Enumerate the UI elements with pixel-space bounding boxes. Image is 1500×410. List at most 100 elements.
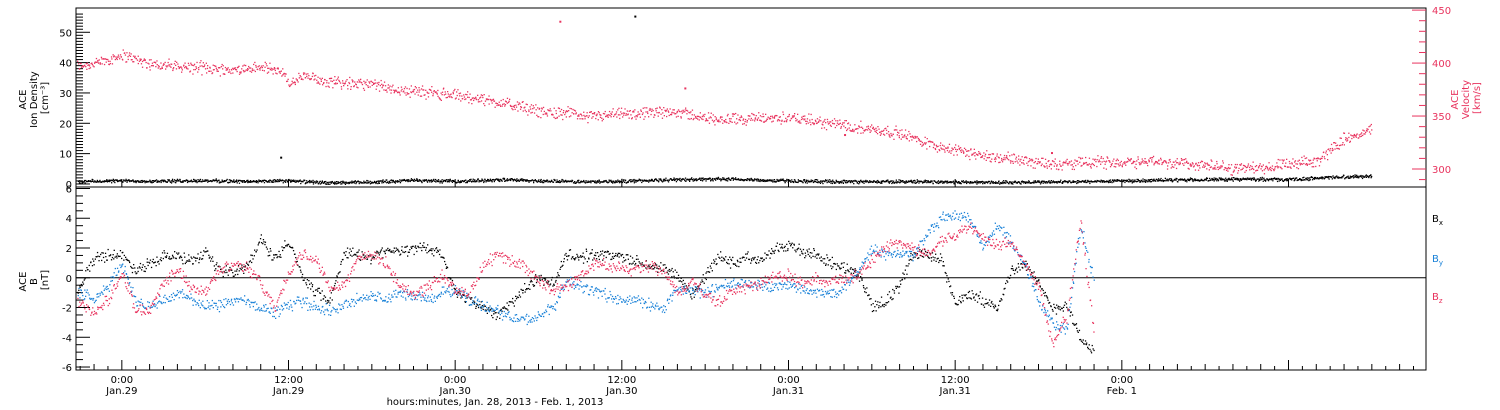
velocity-point	[837, 123, 840, 126]
velocity-point	[286, 80, 288, 83]
velocity-point	[1079, 161, 1081, 163]
velocity-point	[306, 75, 308, 77]
velocity-point	[1181, 159, 1183, 161]
velocity-point	[425, 98, 427, 100]
density-point	[226, 178, 228, 181]
velocity-point	[326, 82, 328, 84]
density-point	[746, 179, 748, 182]
velocity-point	[1204, 165, 1206, 167]
velocity-point	[1011, 154, 1013, 156]
density-point	[241, 181, 243, 183]
velocity-point	[667, 110, 669, 112]
velocity-point	[1332, 149, 1334, 151]
velocity-point	[1220, 167, 1222, 169]
velocity-point	[875, 127, 877, 129]
velocity-point	[958, 147, 960, 149]
density-point	[1137, 178, 1139, 181]
velocity-point	[1188, 168, 1190, 170]
velocity-point	[461, 95, 463, 97]
density-point	[957, 181, 959, 184]
density-point	[1146, 180, 1148, 182]
velocity-point	[137, 62, 139, 65]
velocity-point	[816, 122, 818, 124]
velocity-point	[338, 79, 340, 82]
velocity-point	[873, 128, 875, 130]
velocity-point	[1070, 164, 1072, 166]
density-point	[242, 181, 244, 183]
velocity-point	[513, 106, 515, 108]
velocity-point	[861, 126, 863, 128]
density-point	[528, 180, 530, 182]
velocity-point	[1242, 164, 1245, 167]
bx-point	[217, 265, 219, 268]
velocity-point	[680, 116, 682, 118]
velocity-point	[330, 80, 332, 82]
velocity-point	[302, 78, 304, 81]
velocity-point	[1252, 167, 1254, 170]
density-point	[664, 180, 667, 182]
density-point	[662, 179, 665, 181]
density-point	[310, 180, 312, 182]
density-point	[958, 181, 960, 183]
velocity-point	[506, 97, 509, 99]
density-point	[1012, 183, 1014, 185]
density-point	[1195, 179, 1197, 181]
density-point	[104, 180, 106, 182]
density-point	[1186, 179, 1188, 182]
density-point	[973, 181, 975, 184]
velocity-point	[1298, 159, 1300, 161]
velocity-point	[1026, 157, 1028, 159]
density-point	[1245, 177, 1247, 180]
density-point	[395, 180, 397, 182]
velocity-point	[262, 65, 264, 67]
velocity-point	[872, 127, 874, 130]
velocity-point	[960, 147, 962, 149]
density-point	[613, 180, 615, 183]
velocity-point	[214, 65, 216, 67]
velocity-point	[156, 64, 158, 66]
velocity-point	[477, 101, 480, 103]
density-point	[738, 179, 741, 181]
velocity-point	[356, 81, 358, 83]
density-point	[633, 182, 635, 184]
velocity-point	[232, 67, 234, 69]
bx-point	[222, 275, 224, 278]
velocity-point	[752, 113, 754, 116]
density-point	[301, 180, 303, 182]
density-point	[821, 181, 823, 183]
velocity-point	[702, 114, 704, 116]
velocity-point	[291, 80, 293, 82]
density-point	[960, 183, 962, 185]
velocity-point	[941, 148, 943, 150]
density-point	[595, 180, 597, 182]
velocity-point	[575, 112, 577, 114]
velocity-point	[317, 81, 319, 83]
velocity-point	[1125, 164, 1127, 166]
density-point	[503, 178, 505, 181]
velocity-point	[1197, 169, 1200, 171]
density-point	[235, 180, 237, 182]
velocity-point	[1009, 155, 1011, 157]
velocity-point	[929, 145, 931, 148]
bx-point	[146, 261, 148, 263]
density-point	[1267, 180, 1270, 182]
velocity-point	[1349, 140, 1351, 142]
velocity-point	[312, 72, 314, 75]
velocity-point	[628, 110, 630, 112]
velocity-point	[1023, 163, 1025, 165]
velocity-point	[367, 86, 369, 88]
velocity-point	[467, 96, 469, 98]
velocity-point	[374, 79, 376, 81]
density-point	[1069, 180, 1071, 182]
density-point	[1329, 176, 1331, 178]
density-point	[1262, 180, 1264, 182]
density-point	[140, 180, 142, 182]
velocity-point	[1097, 161, 1100, 163]
velocity-point	[544, 113, 546, 115]
density-point	[762, 180, 765, 182]
density-point	[1369, 175, 1372, 177]
density-point	[388, 182, 390, 184]
velocity-point	[1132, 162, 1134, 164]
velocity-point	[98, 59, 100, 61]
velocity-point	[221, 63, 223, 66]
